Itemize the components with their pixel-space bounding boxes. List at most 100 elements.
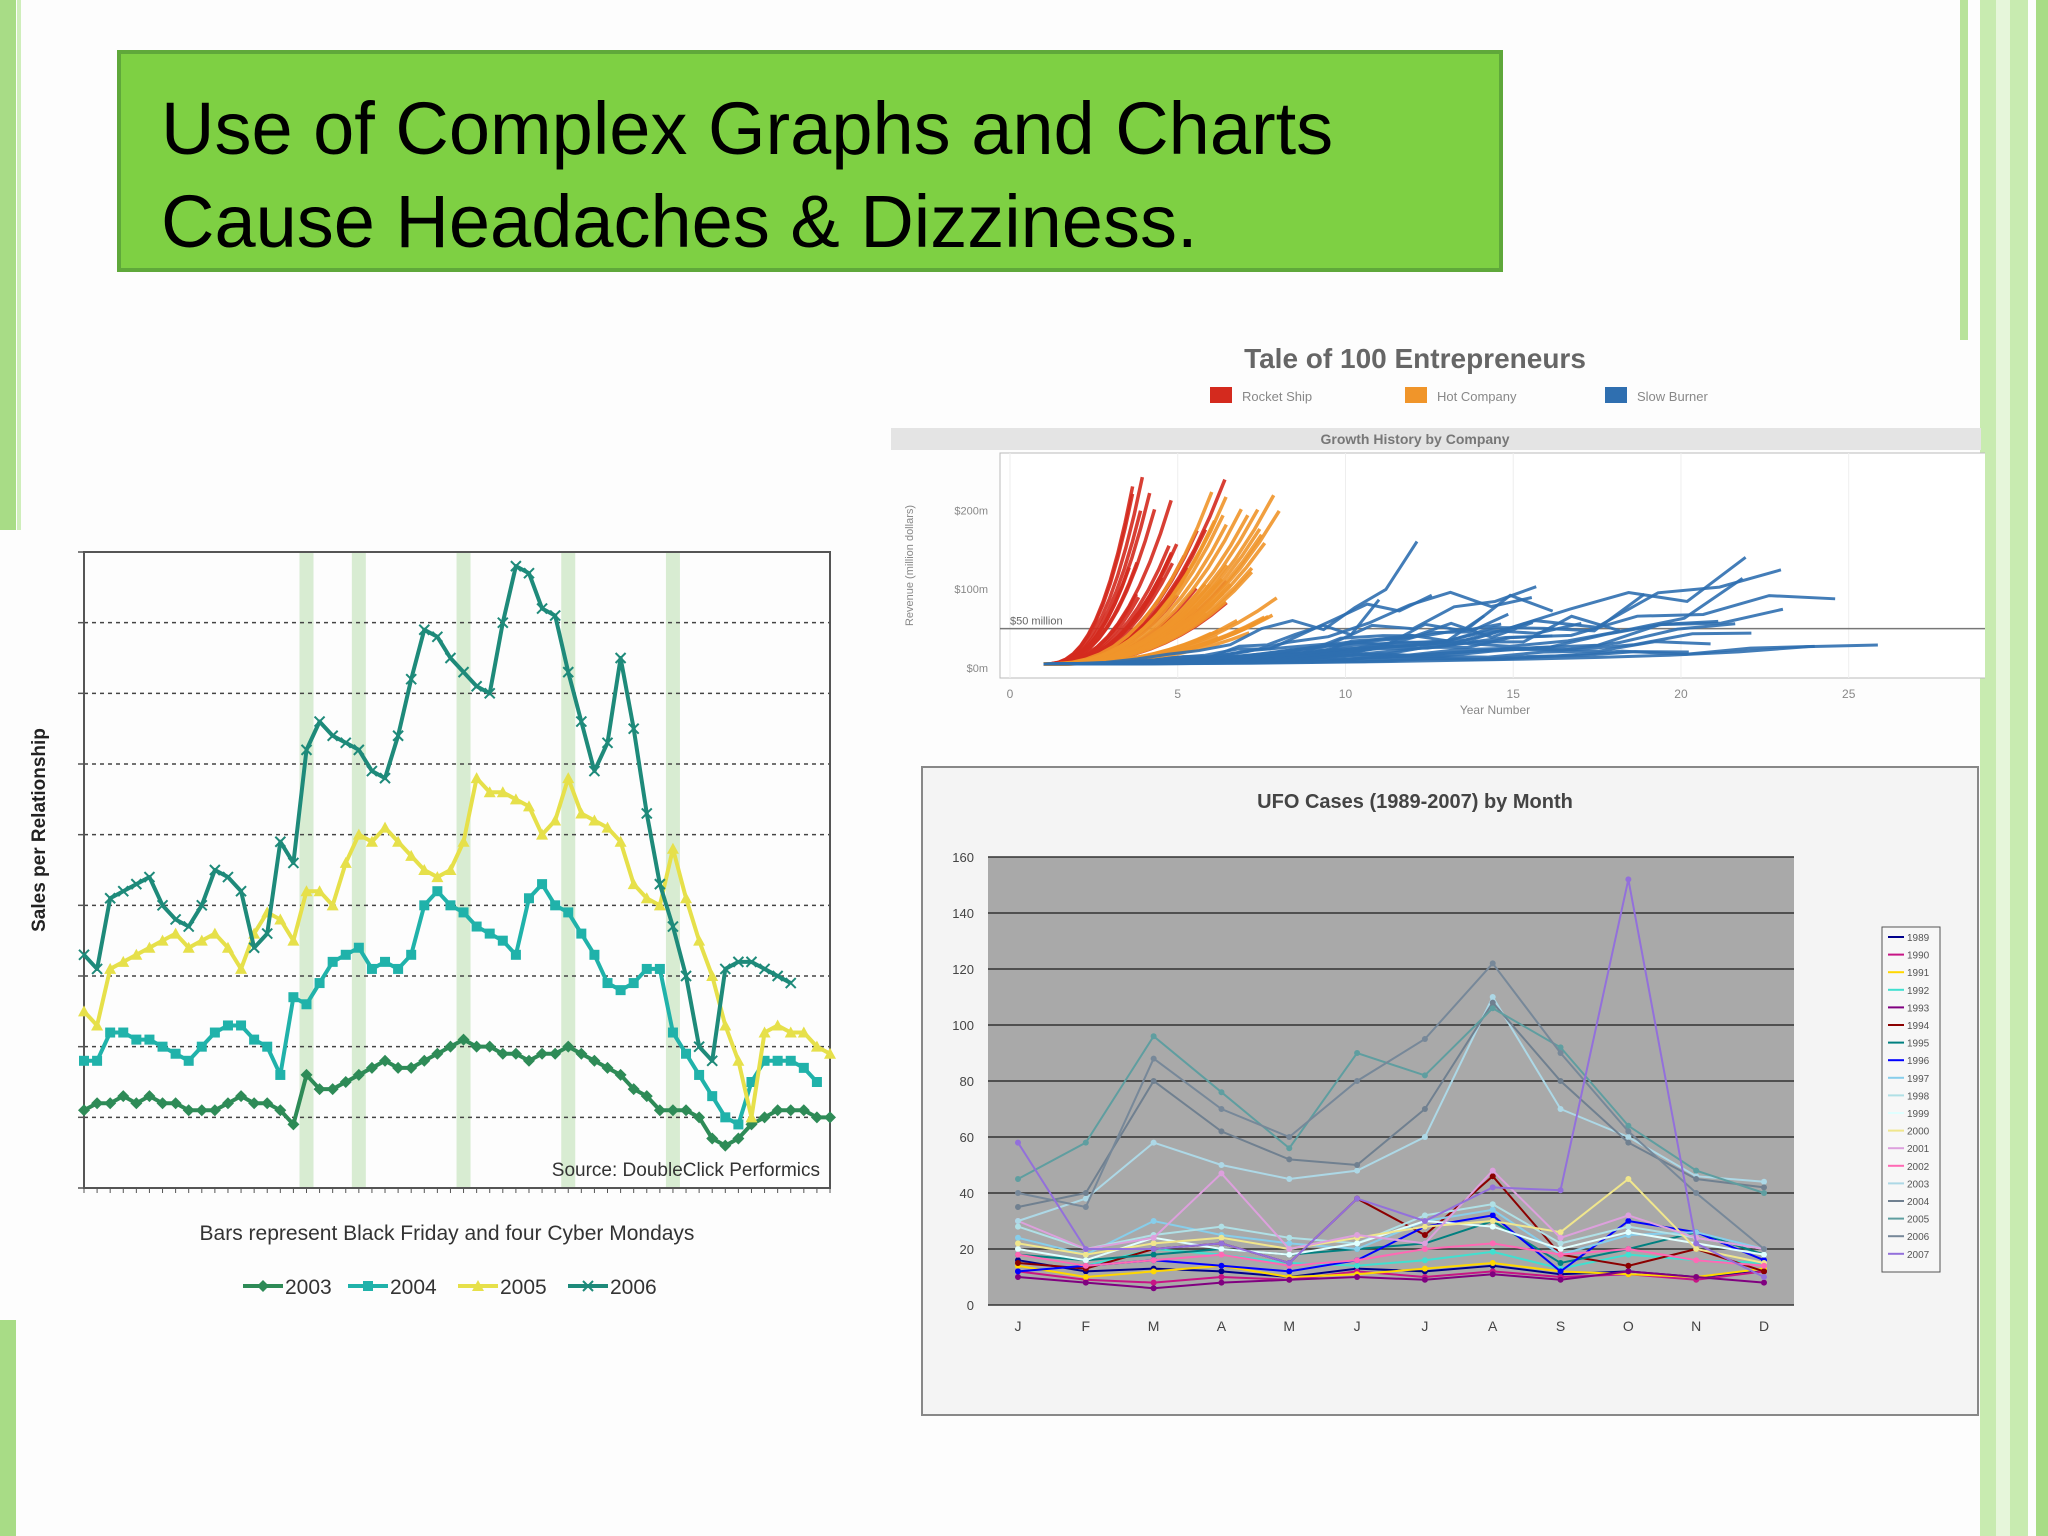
data-point xyxy=(798,1062,809,1073)
data-point xyxy=(261,1097,274,1110)
data-point xyxy=(182,920,195,933)
legend-item: 1996 xyxy=(1888,1056,1930,1067)
data-point xyxy=(1557,1246,1564,1252)
series-2006 xyxy=(78,560,797,1067)
data-point xyxy=(366,963,377,974)
data-point xyxy=(1421,1036,1428,1042)
data-point xyxy=(91,1019,104,1031)
data-point xyxy=(785,1055,796,1066)
data-point xyxy=(1150,1279,1157,1286)
data-point xyxy=(157,1041,168,1052)
data-point xyxy=(196,899,208,912)
legend-item: 1999 xyxy=(1888,1109,1930,1120)
y-tick-label: 120 xyxy=(952,962,974,977)
data-point xyxy=(235,962,248,974)
series-2005 xyxy=(1015,1005,1767,1196)
x-tick-label: D xyxy=(1759,1318,1769,1334)
data-point xyxy=(1150,1240,1157,1247)
data-point xyxy=(144,1034,155,1045)
data-point xyxy=(222,1020,233,1031)
data-point xyxy=(78,1005,90,1017)
data-point xyxy=(719,963,732,975)
legend-label: 2007 xyxy=(1907,1250,1930,1261)
data-point xyxy=(758,963,771,975)
data-point xyxy=(105,1027,116,1038)
x-tick-label: 20 xyxy=(1674,687,1688,701)
legend-item: Rocket Ship xyxy=(1210,387,1312,404)
data-point xyxy=(536,1047,549,1060)
data-point xyxy=(1421,1134,1428,1140)
y-tick-label: $200m xyxy=(954,505,988,517)
data-point xyxy=(169,913,182,926)
legend-label: 2003 xyxy=(285,1276,332,1299)
data-point xyxy=(1557,1229,1564,1236)
series-line xyxy=(1017,1006,1765,1194)
data-point xyxy=(208,927,221,939)
data-point xyxy=(1421,1276,1428,1283)
data-point xyxy=(104,1097,117,1110)
data-point xyxy=(261,927,273,940)
data-point xyxy=(667,1027,678,1038)
data-point xyxy=(419,900,430,911)
series-line xyxy=(1017,1242,1765,1267)
data-point xyxy=(1286,1276,1293,1283)
legend-label: 2004 xyxy=(1907,1197,1930,1208)
data-point xyxy=(393,963,404,974)
data-point xyxy=(432,886,443,897)
data-point xyxy=(522,800,535,812)
data-point xyxy=(771,1019,784,1031)
data-point xyxy=(1421,1106,1428,1112)
data-point xyxy=(811,1077,822,1087)
series-2003 xyxy=(78,1033,836,1152)
data-point xyxy=(1421,1265,1428,1272)
legend-item: 1991 xyxy=(1888,968,1930,979)
data-point xyxy=(274,1104,287,1117)
data-point xyxy=(784,1026,797,1038)
data-point xyxy=(1354,1162,1361,1168)
y-tick-label: $0m xyxy=(967,663,988,675)
data-point xyxy=(1150,1033,1157,1040)
legend-item: 1992 xyxy=(1888,986,1930,997)
data-point xyxy=(91,1097,104,1110)
data-point xyxy=(1354,1257,1361,1264)
reference-line-label: $50 million xyxy=(1010,616,1063,628)
series-line xyxy=(82,776,831,1120)
data-point xyxy=(1625,1128,1632,1135)
data-point xyxy=(1286,1240,1293,1247)
data-point xyxy=(1625,1262,1632,1269)
data-point xyxy=(1489,999,1496,1006)
data-point xyxy=(1015,1240,1021,1247)
data-point xyxy=(1693,1257,1700,1264)
series-1993 xyxy=(1015,1268,1767,1292)
data-point xyxy=(431,631,444,643)
data-point xyxy=(182,941,195,953)
data-point xyxy=(1015,1274,1021,1280)
data-point xyxy=(1015,1218,1021,1224)
data-point xyxy=(1761,1268,1767,1275)
legend-item: 1997 xyxy=(1888,1074,1930,1085)
data-point xyxy=(1625,1139,1632,1146)
data-point xyxy=(117,885,129,897)
data-point xyxy=(1354,1262,1361,1269)
data-point xyxy=(457,666,470,678)
data-point xyxy=(235,1090,248,1103)
data-point xyxy=(745,956,758,968)
data-point xyxy=(1557,1078,1564,1084)
data-point xyxy=(1489,1206,1496,1213)
data-point xyxy=(1693,1190,1700,1196)
data-point xyxy=(1761,1190,1767,1196)
data-point xyxy=(1761,1184,1767,1191)
plot-frame xyxy=(83,551,831,1189)
data-point xyxy=(1015,1139,1021,1146)
x-tick-label: 5 xyxy=(1174,687,1181,701)
data-point xyxy=(1082,1257,1089,1264)
data-point xyxy=(719,1019,732,1031)
legend-marker xyxy=(582,1280,594,1292)
data-point xyxy=(601,821,614,833)
data-point xyxy=(694,1069,705,1080)
legend-item: 2002 xyxy=(1888,1162,1930,1173)
data-point xyxy=(1557,1050,1564,1056)
data-point xyxy=(654,878,666,890)
legend-label: 1996 xyxy=(1907,1056,1930,1067)
legend-item: 1994 xyxy=(1888,1021,1930,1032)
